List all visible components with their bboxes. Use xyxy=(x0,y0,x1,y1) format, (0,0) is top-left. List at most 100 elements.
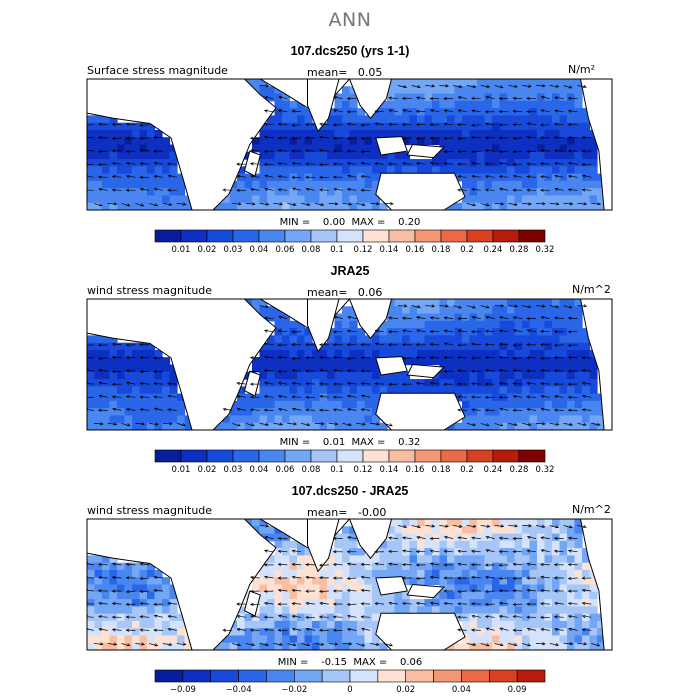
field-cell xyxy=(537,408,546,417)
wind-vector xyxy=(87,137,94,139)
wind-vector xyxy=(397,85,407,88)
wind-vector xyxy=(292,162,302,165)
field-cell xyxy=(499,628,508,637)
field-cell xyxy=(252,79,261,87)
colorbar-swatch xyxy=(405,669,434,683)
field-cell xyxy=(447,555,456,564)
field-cell xyxy=(417,159,426,167)
wind-vector-head xyxy=(332,136,337,140)
field-cell xyxy=(169,642,178,650)
field-cell xyxy=(514,313,523,322)
field-cell xyxy=(432,349,441,358)
wind-vector-head xyxy=(443,563,448,567)
wind-vector xyxy=(494,423,503,427)
wind-vector xyxy=(582,163,592,166)
field-cell xyxy=(552,386,561,395)
field-cell xyxy=(567,202,576,210)
field-cell xyxy=(124,606,133,615)
field-cell xyxy=(567,306,576,315)
wind-vector xyxy=(237,408,246,411)
field-cell xyxy=(417,299,426,307)
wind-vector xyxy=(527,329,537,333)
field-cell xyxy=(499,635,508,644)
field-cell xyxy=(432,599,441,607)
field-cell xyxy=(499,599,508,607)
field-cell xyxy=(462,569,471,578)
field-cell xyxy=(342,108,351,116)
field-cell xyxy=(282,137,291,146)
field-cell xyxy=(364,642,373,650)
wind-vector xyxy=(522,203,532,205)
field-cell xyxy=(252,613,261,622)
field-cell xyxy=(132,144,141,153)
field-cell xyxy=(447,519,456,527)
field-cell xyxy=(327,569,336,578)
field-cell xyxy=(102,202,111,210)
field-cell xyxy=(469,349,478,358)
panel-1-title: 107.dcs250 (yrs 1-1) xyxy=(290,44,410,58)
field-cell xyxy=(597,635,606,644)
field-cell xyxy=(439,320,448,329)
wind-vector-head xyxy=(388,536,392,540)
field-cell xyxy=(417,599,426,607)
wind-vector-head xyxy=(279,422,284,426)
wind-vector xyxy=(140,590,150,593)
field-cell xyxy=(522,562,531,571)
wind-vector xyxy=(499,150,509,153)
field-cell xyxy=(409,313,418,322)
map-panel-3 xyxy=(87,519,612,650)
field-cell xyxy=(327,591,336,600)
field-cell xyxy=(529,400,538,409)
wind-vector xyxy=(513,615,523,618)
field-cell xyxy=(537,173,546,182)
field-cell xyxy=(424,108,433,116)
wind-vector-head xyxy=(498,123,503,127)
field-cell xyxy=(117,379,126,387)
field-cell xyxy=(169,599,178,607)
field-cell xyxy=(304,562,313,571)
field-cell xyxy=(544,342,553,351)
wind-vector-head xyxy=(567,330,572,334)
field-cell xyxy=(402,166,411,175)
field-cell xyxy=(297,606,306,615)
panel-3-max-value: 0.06 xyxy=(399,657,423,668)
field-cell xyxy=(259,400,268,409)
field-cell xyxy=(507,569,516,578)
wind-vector-head xyxy=(222,188,227,192)
panel-2-units: N/m^2 xyxy=(572,283,611,296)
wind-vector-head xyxy=(347,536,351,540)
wind-vector-head xyxy=(485,96,490,100)
field-cell xyxy=(484,79,493,87)
field-cell xyxy=(87,180,96,189)
field-cell xyxy=(259,620,268,629)
field-cell xyxy=(267,620,276,629)
field-cell xyxy=(544,151,553,160)
field-cell xyxy=(529,562,538,571)
field-cell xyxy=(372,115,381,124)
field-cell xyxy=(289,335,298,344)
field-cell xyxy=(169,371,178,380)
field-cell xyxy=(147,151,156,160)
field-cell xyxy=(154,400,163,409)
field-cell xyxy=(387,548,396,556)
field-cell xyxy=(87,591,96,600)
field-cell xyxy=(87,173,96,182)
field-cell xyxy=(162,371,171,380)
field-cell xyxy=(432,313,441,322)
colorbar-1: 0.01 0.02 0.03 0.04 0.06 0.08 0.1 0.12 0.14 0.16 0… xyxy=(154,229,554,255)
wind-vector xyxy=(126,175,136,178)
field-cell xyxy=(589,613,598,622)
field-cell xyxy=(469,357,478,366)
field-cell xyxy=(139,569,148,578)
field-cell xyxy=(424,306,433,315)
panel-3-mean: mean= -0.00 xyxy=(307,506,386,519)
field-cell xyxy=(514,159,523,167)
field-cell xyxy=(559,386,568,395)
field-cell xyxy=(124,144,133,153)
field-cell xyxy=(372,613,381,622)
panel-3-mean-label: mean= xyxy=(307,506,348,519)
field-cell xyxy=(334,555,343,564)
field-cell xyxy=(507,166,516,175)
field-cell xyxy=(304,577,313,586)
wind-vector xyxy=(347,603,357,606)
